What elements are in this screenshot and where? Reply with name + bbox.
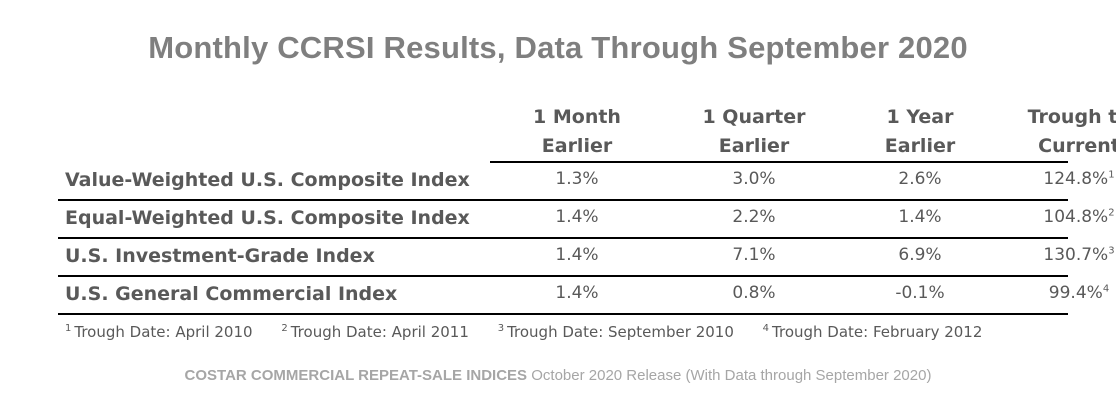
results-table: 1 Month Earlier 1 Quarter Earlier 1 Year… xyxy=(58,103,1116,315)
cell-trough-to-current: 130.7%3 xyxy=(996,245,1116,265)
row-label: U.S. General Commercial Index xyxy=(65,283,398,305)
cell-trough-to-current: 99.4%4 xyxy=(996,283,1116,303)
cell-1-quarter: 7.1% xyxy=(732,245,776,265)
footnote-text: Trough Date: February 2012 xyxy=(772,323,983,341)
footnote-text: Trough Date: April 2011 xyxy=(290,323,469,341)
cell-1-year: 6.9% xyxy=(898,245,942,265)
table-row: U.S. General Commercial Index 1.4% 0.8% … xyxy=(58,277,1109,315)
header-line: 1 Year xyxy=(886,106,954,128)
cell-1-year: 2.6% xyxy=(898,169,942,189)
footnote-text: Trough Date: September 2010 xyxy=(507,323,734,341)
header-trough-to-current: Trough to Current xyxy=(996,103,1116,161)
header-line: Earlier xyxy=(884,135,956,157)
footnote-marker: 3 xyxy=(1108,245,1115,257)
cell-1-quarter: 0.8% xyxy=(732,283,776,303)
trough-value: 124.8% xyxy=(1043,169,1109,189)
footnote-number: 2 xyxy=(281,323,288,334)
footnote-marker: 4 xyxy=(1102,283,1110,295)
table-row: Equal-Weighted U.S. Composite Index 1.4%… xyxy=(58,201,1115,239)
cell-1-month: 1.4% xyxy=(555,283,599,303)
header-line: Current xyxy=(1038,135,1116,157)
cell-trough-to-current: 124.8%1 xyxy=(996,169,1116,189)
row-label: Equal-Weighted U.S. Composite Index xyxy=(65,207,470,229)
row-label: Value-Weighted U.S. Composite Index xyxy=(65,169,470,191)
footnote: 4 Trough Date: February 2012 xyxy=(763,323,983,341)
header-line: Trough to xyxy=(1027,106,1116,128)
footnote-number: 4 xyxy=(762,323,770,334)
header-line: 1 Quarter xyxy=(702,106,806,128)
cell-1-quarter: 2.2% xyxy=(732,207,776,227)
footnotes: 1 Trough Date: April 2010 2 Trough Date: A… xyxy=(65,323,1006,341)
header-1-quarter: 1 Quarter Earlier xyxy=(664,103,844,161)
trough-value: 130.7% xyxy=(1043,245,1109,265)
cell-1-year: 1.4% xyxy=(898,207,942,227)
header-1-year: 1 Year Earlier xyxy=(844,103,996,161)
footnote-marker: 1 xyxy=(1108,169,1115,181)
page-title: Monthly CCRSI Results, Data Through Sept… xyxy=(148,30,968,65)
cell-1-month: 1.3% xyxy=(555,169,599,189)
cell-1-month: 1.4% xyxy=(555,245,599,265)
source-name: COSTAR COMMERCIAL REPEAT-SALE INDICES xyxy=(184,367,528,384)
footnote: 3 Trough Date: September 2010 xyxy=(498,323,734,341)
header-line: Earlier xyxy=(541,135,613,157)
footnote: 1 Trough Date: April 2010 xyxy=(65,323,253,341)
footnote-text: Trough Date: April 2010 xyxy=(74,323,253,341)
table-row: Value-Weighted U.S. Composite Index 1.3%… xyxy=(58,163,1115,201)
table-row: U.S. Investment-Grade Index 1.4% 7.1% 6.… xyxy=(58,239,1115,277)
row-label: U.S. Investment-Grade Index xyxy=(65,245,375,267)
trough-value: 99.4% xyxy=(1048,283,1103,303)
header-line: Earlier xyxy=(718,135,790,157)
footnote-marker: 2 xyxy=(1108,207,1115,219)
cell-1-year: -0.1% xyxy=(895,283,945,303)
header-1-month: 1 Month Earlier xyxy=(490,103,664,161)
footnote-number: 3 xyxy=(497,323,505,334)
source-release: October 2020 Release (With Data through … xyxy=(527,367,932,384)
footnote: 2 Trough Date: April 2011 xyxy=(281,323,469,341)
cell-1-quarter: 3.0% xyxy=(732,169,776,189)
header-line: 1 Month xyxy=(533,106,621,128)
trough-value: 104.8% xyxy=(1043,207,1109,227)
footnote-number: 1 xyxy=(65,323,72,334)
source-line: COSTAR COMMERCIAL REPEAT-SALE INDICES Oc… xyxy=(0,367,1116,384)
cell-trough-to-current: 104.8%2 xyxy=(996,207,1116,227)
table-header: 1 Month Earlier 1 Quarter Earlier 1 Year… xyxy=(490,103,1116,163)
cell-1-month: 1.4% xyxy=(555,207,599,227)
